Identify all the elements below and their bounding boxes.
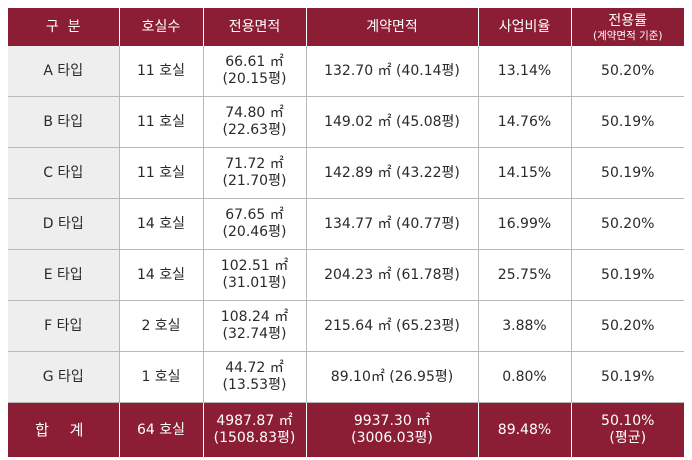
cell-business: 14.76% bbox=[477, 96, 571, 148]
total-business: 89.48% bbox=[477, 402, 571, 457]
cell-rooms: 2 호실 bbox=[118, 300, 203, 352]
cell-contract: 142.89 ㎡ (43.22평) bbox=[305, 147, 478, 199]
cell-business: 25.75% bbox=[477, 249, 571, 301]
cell-exclusive-pyeong: (13.53평) bbox=[222, 377, 287, 393]
header-contract-area: 계약면적 bbox=[305, 8, 478, 46]
total-label: 합 계 bbox=[8, 402, 119, 457]
cell-type: B 타입 bbox=[8, 96, 119, 148]
cell-type: D 타입 bbox=[8, 198, 119, 250]
header-exclusive-ratio-label: 전용률 bbox=[608, 12, 648, 29]
total-row: 합 계 64 호실 4987.87 ㎡ (1508.83평) 9937.30 ㎡(… bbox=[8, 402, 684, 457]
cell-contract: 149.02 ㎡ (45.08평) bbox=[305, 96, 478, 148]
table-row: F 타입 2 호실 108.24 ㎡ (32.74평) 215.64 ㎡ (65.… bbox=[8, 300, 684, 352]
table-body: A 타입 11 호실 66.61 ㎡ (20.15평) 132.70 ㎡ (40.… bbox=[8, 46, 684, 403]
table-row: B 타입 11 호실 74.80 ㎡ (22.63평) 149.02 ㎡ (45.… bbox=[8, 96, 684, 148]
cell-type: G 타입 bbox=[8, 351, 119, 403]
table-row: G 타입 1 호실 44.72 ㎡ (13.53평) 89.10㎡ (26.95평… bbox=[8, 351, 684, 403]
cell-rooms: 1 호실 bbox=[118, 351, 203, 403]
cell-rooms: 11 호실 bbox=[118, 147, 203, 199]
header-type: 구 분 bbox=[8, 8, 119, 46]
cell-exclusive: 71.72 ㎡ (21.70평) bbox=[202, 147, 306, 199]
total-exclusive-pyeong: (1508.83평) bbox=[213, 430, 296, 446]
area-table-container: 구 분 호실수 전용면적 계약면적 사업비율 전용률 (계약면적 기준) A 타… bbox=[8, 8, 684, 457]
header-exclusive-ratio: 전용률 (계약면적 기준) bbox=[570, 8, 684, 46]
cell-rooms: 11 호실 bbox=[118, 96, 203, 148]
cell-contract: 215.64 ㎡ (65.23평) bbox=[305, 300, 478, 352]
cell-business: 0.80% bbox=[477, 351, 571, 403]
table-header: 구 분 호실수 전용면적 계약면적 사업비율 전용률 (계약면적 기준) bbox=[8, 8, 684, 46]
total-contract: 9937.30 ㎡ (3006.03평) bbox=[305, 402, 478, 457]
cell-type: E 타입 bbox=[8, 249, 119, 301]
cell-exclusive: 102.51 ㎡ (31.01평) bbox=[202, 249, 306, 301]
cell-contract: 134.77 ㎡ (40.77평) bbox=[305, 198, 478, 250]
total-contract-sqm: 9937.30 ㎡ bbox=[353, 413, 431, 429]
total-ratio: 50.10% (평균) bbox=[570, 402, 684, 457]
cell-contract: 132.70 ㎡ (40.14평) bbox=[305, 46, 478, 97]
cell-exclusive: 67.65 ㎡ (20.46평) bbox=[202, 198, 306, 250]
cell-exclusive-pyeong: (20.15평) bbox=[222, 71, 287, 87]
cell-rooms: 11 호실 bbox=[118, 46, 203, 97]
cell-ratio: 50.19% bbox=[570, 147, 684, 199]
total-rooms: 64 호실 bbox=[118, 402, 203, 457]
cell-exclusive-pyeong: (21.70평) bbox=[222, 173, 287, 189]
total-contract-pyeong: (3006.03평) bbox=[351, 430, 433, 446]
cell-business: 3.88% bbox=[477, 300, 571, 352]
header-row: 구 분 호실수 전용면적 계약면적 사업비율 전용률 (계약면적 기준) bbox=[8, 8, 684, 46]
cell-type: F 타입 bbox=[8, 300, 119, 352]
cell-exclusive-sqm: 67.65 ㎡ bbox=[225, 207, 284, 223]
cell-exclusive: 74.80 ㎡ (22.63평) bbox=[202, 96, 306, 148]
table-row: A 타입 11 호실 66.61 ㎡ (20.15평) 132.70 ㎡ (40.… bbox=[8, 46, 684, 97]
cell-exclusive-pyeong: (31.01평) bbox=[222, 275, 287, 291]
header-business-ratio: 사업비율 bbox=[477, 8, 571, 46]
cell-exclusive: 108.24 ㎡ (32.74평) bbox=[202, 300, 306, 352]
cell-ratio: 50.20% bbox=[570, 198, 684, 250]
table-footer: 합 계 64 호실 4987.87 ㎡ (1508.83평) 9937.30 ㎡(… bbox=[8, 402, 684, 457]
cell-exclusive-sqm: 71.72 ㎡ bbox=[225, 156, 284, 172]
cell-exclusive-sqm: 102.51 ㎡ bbox=[220, 258, 289, 274]
cell-exclusive-sqm: 66.61 ㎡ bbox=[225, 54, 284, 70]
cell-exclusive: 44.72 ㎡ (13.53평) bbox=[202, 351, 306, 403]
header-rooms: 호실수 bbox=[118, 8, 203, 46]
cell-exclusive-sqm: 74.80 ㎡ bbox=[225, 105, 284, 121]
area-table: 구 분 호실수 전용면적 계약면적 사업비율 전용률 (계약면적 기준) A 타… bbox=[8, 8, 684, 457]
cell-type: C 타입 bbox=[8, 147, 119, 199]
cell-contract: 89.10㎡ (26.95평) bbox=[305, 351, 478, 403]
cell-exclusive-pyeong: (20.46평) bbox=[222, 224, 287, 240]
total-exclusive-sqm: 4987.87 ㎡ bbox=[216, 413, 293, 429]
table-row: C 타입 11 호실 71.72 ㎡ (21.70평) 142.89 ㎡ (43.… bbox=[8, 147, 684, 199]
cell-business: 13.14% bbox=[477, 46, 571, 97]
cell-rooms: 14 호실 bbox=[118, 249, 203, 301]
table-row: D 타입 14 호실 67.65 ㎡ (20.46평) 134.77 ㎡ (40.… bbox=[8, 198, 684, 250]
table-row: E 타입 14 호실 102.51 ㎡ (31.01평) 204.23 ㎡ (61… bbox=[8, 249, 684, 301]
total-ratio-value: 50.10% bbox=[601, 413, 655, 429]
header-exclusive-ratio-sub: (계약면적 기준) bbox=[593, 29, 663, 42]
cell-exclusive-pyeong: (32.74평) bbox=[222, 326, 287, 342]
total-exclusive: 4987.87 ㎡ (1508.83평) bbox=[202, 402, 306, 457]
cell-exclusive-sqm: 44.72 ㎡ bbox=[225, 360, 284, 376]
header-exclusive-area: 전용면적 bbox=[202, 8, 306, 46]
cell-type: A 타입 bbox=[8, 46, 119, 97]
total-ratio-note: (평균) bbox=[609, 430, 647, 446]
cell-ratio: 50.19% bbox=[570, 351, 684, 403]
cell-business: 16.99% bbox=[477, 198, 571, 250]
cell-ratio: 50.19% bbox=[570, 249, 684, 301]
cell-exclusive-pyeong: (22.63평) bbox=[222, 122, 287, 138]
cell-ratio: 50.20% bbox=[570, 300, 684, 352]
cell-contract: 204.23 ㎡ (61.78평) bbox=[305, 249, 478, 301]
cell-exclusive: 66.61 ㎡ (20.15평) bbox=[202, 46, 306, 97]
cell-exclusive-sqm: 108.24 ㎡ bbox=[220, 309, 289, 325]
cell-business: 14.15% bbox=[477, 147, 571, 199]
cell-ratio: 50.19% bbox=[570, 96, 684, 148]
cell-ratio: 50.20% bbox=[570, 46, 684, 97]
cell-rooms: 14 호실 bbox=[118, 198, 203, 250]
